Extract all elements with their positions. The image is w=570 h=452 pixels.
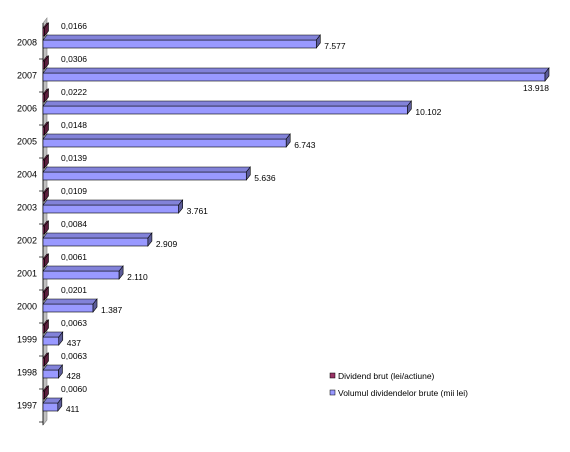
data-label-volume: 10.102	[415, 107, 441, 117]
data-label-volume: 13.918	[523, 83, 549, 93]
data-label-volume: 428	[66, 371, 80, 381]
data-label-dividend: 0,0061	[61, 252, 87, 262]
data-label-volume: 6.743	[294, 140, 316, 150]
bar-dividend	[42, 22, 50, 37]
data-label-dividend: 0,0139	[61, 153, 87, 163]
data-label-dividend: 0,0063	[61, 318, 87, 328]
category-label: 2002	[17, 236, 37, 246]
data-label-volume: 1.387	[101, 305, 123, 315]
bar-volume	[42, 265, 124, 280]
data-label-dividend: 0,0109	[61, 186, 87, 196]
data-label-dividend: 0,0148	[61, 120, 87, 130]
bar-volume	[42, 133, 291, 148]
bar-volume	[42, 100, 412, 115]
data-label-dividend: 0,0201	[61, 285, 87, 295]
legend-label-volume: Volumul dividendelor brute (mii lei)	[338, 388, 468, 398]
data-label-volume: 411	[66, 404, 80, 414]
data-label-volume: 5.636	[254, 173, 276, 183]
category-label: 2004	[17, 170, 37, 180]
bar-volume	[42, 199, 184, 214]
category-label: 1999	[17, 335, 37, 345]
bar-volume	[42, 67, 550, 82]
legend-swatch-volume	[329, 389, 336, 396]
data-label-dividend: 0,0084	[61, 219, 87, 229]
legend-label-dividend: Dividend brut (lei/actiune)	[338, 371, 435, 381]
category-label: 1997	[17, 401, 37, 411]
legend: Dividend brut (lei/actiune) Volumul divi…	[329, 371, 468, 398]
data-label-volume: 2.110	[127, 272, 148, 282]
data-label-dividend: 0,0222	[61, 87, 87, 97]
bars	[42, 22, 550, 412]
bar-dividend	[42, 88, 50, 103]
data-labels: 0,0166 7.577 0,0306 13.918 0,0222 10.102 0,014…	[61, 21, 549, 414]
bar-volume	[42, 166, 251, 181]
category-label: 2005	[17, 137, 37, 147]
data-label-volume: 7.577	[324, 41, 346, 51]
data-label-dividend: 0,0060	[61, 384, 87, 394]
legend-swatch-dividend	[329, 372, 336, 379]
bar-volume	[42, 364, 64, 379]
data-label-dividend: 0,0063	[61, 351, 87, 361]
data-label-dividend: 0,0306	[61, 54, 87, 64]
bar-dividend	[42, 220, 50, 235]
category-label: 2008	[17, 38, 37, 48]
bar-dividend	[42, 154, 50, 169]
bar-dividend	[42, 187, 50, 202]
bar-volume	[42, 331, 64, 346]
data-label-dividend: 0,0166	[61, 21, 87, 31]
category-label: 2001	[17, 269, 37, 279]
bar-volume	[42, 232, 153, 247]
bar-volume	[42, 34, 321, 49]
bar-volume	[42, 298, 98, 313]
category-label: 1998	[17, 368, 37, 378]
category-tick-labels: 2008 2007 2006 2005 2004 2003 2002 2001 2000 1999…	[17, 38, 37, 411]
bar-dividend	[42, 121, 50, 136]
bar-dividend	[42, 286, 50, 301]
bar-dividend	[42, 385, 50, 400]
data-label-volume: 437	[67, 338, 81, 348]
bar-dividend	[42, 352, 50, 367]
category-label: 2007	[17, 71, 37, 81]
category-label: 2000	[17, 302, 37, 312]
data-label-volume: 3.761	[187, 206, 209, 216]
bar-volume	[42, 397, 63, 412]
category-label: 2003	[17, 203, 37, 213]
bar-dividend	[42, 55, 50, 70]
bar-dividend	[42, 253, 50, 268]
data-label-volume: 2.909	[156, 239, 178, 249]
category-label: 2006	[17, 104, 37, 114]
bar-dividend	[42, 319, 50, 334]
